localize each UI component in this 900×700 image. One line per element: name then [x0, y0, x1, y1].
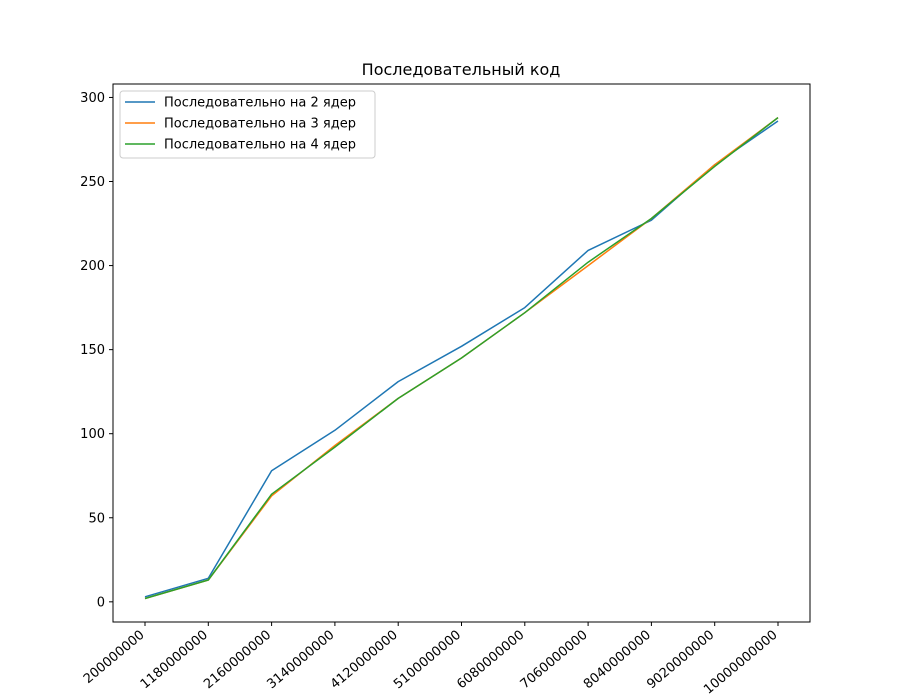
x-tick-label: 7060000000 [518, 628, 591, 693]
x-tick-label: 3140000000 [264, 628, 337, 693]
y-tick-label: 200 [80, 259, 105, 274]
x-tick-label: 2160000000 [201, 628, 274, 693]
x-tick-label: 6080000000 [454, 628, 527, 693]
y-tick-label: 250 [80, 175, 105, 190]
x-tick-label: 1180000000 [138, 628, 211, 693]
legend-label: Последовательно на 4 ядер [164, 138, 356, 153]
plot-area [144, 116, 779, 600]
y-tick-label: 50 [88, 511, 105, 526]
axes-frame [112, 83, 811, 623]
x-tick-label: 8040000000 [581, 628, 654, 693]
y-tick-label: 150 [80, 343, 105, 358]
legend-label: Последовательно на 2 ядер [164, 96, 356, 111]
x-tick-label: 5100000000 [391, 628, 464, 693]
y-tick-label: 300 [80, 91, 105, 106]
y-tick-label: 0 [97, 595, 105, 610]
series-line-4-cores [144, 117, 779, 600]
legend-box [119, 90, 376, 159]
x-tick-label: 200000000 [81, 628, 148, 687]
legend: Последовательно на 2 ядер Последовательно… [119, 90, 376, 159]
x-tick-label: 4120000000 [328, 628, 401, 693]
y-tick-label: 100 [80, 427, 105, 442]
chart-title: Последовательный код [362, 60, 561, 79]
legend-label: Последовательно на 3 ядер [164, 117, 356, 132]
